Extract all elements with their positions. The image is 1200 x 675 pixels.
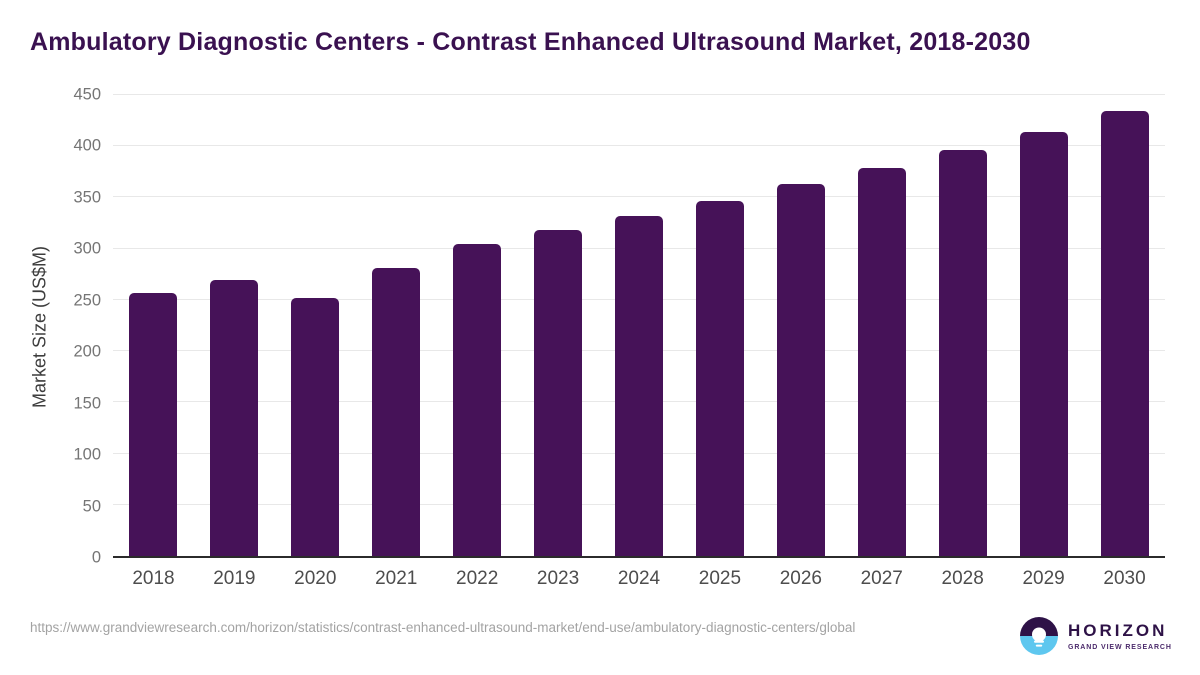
x-tick-label-2022: 2022 [456, 568, 499, 589]
horizon-logo-icon [1020, 617, 1058, 655]
x-tick-label-2027: 2027 [860, 568, 903, 589]
bar-slot-2018 [113, 95, 194, 556]
gridline-350 [113, 196, 1165, 198]
bar-slot-2024 [599, 95, 680, 556]
bar-slot-2019 [194, 95, 275, 556]
bar-slot-2023 [518, 95, 599, 556]
gridline-400 [113, 145, 1165, 147]
bar-2030 [1100, 111, 1149, 556]
bar-slot-2025 [679, 95, 760, 556]
bar-slot-2029 [1003, 95, 1084, 556]
plot-area [113, 94, 1165, 558]
y-tick-label-450: 450 [73, 85, 101, 104]
bar-slot-2027 [841, 95, 922, 556]
bar-slot-2021 [356, 95, 437, 556]
y-tick-label-400: 400 [73, 136, 101, 155]
bar-slot-2028 [922, 95, 1003, 556]
bar-slot-2026 [760, 95, 841, 556]
y-axis-ticks: 0 50 100 150 200 250 300 350 400 450 [0, 86, 101, 567]
x-tick-label-2023: 2023 [536, 568, 580, 589]
x-axis-ticks: 2018 2019 2020 2021 2022 2023 2024 2025 2026 2027… [113, 568, 1165, 590]
y-tick-label-50: 50 [82, 497, 101, 516]
y-tick-label-0: 0 [91, 548, 101, 567]
y-tick-label-350: 350 [73, 188, 101, 207]
x-tick-label-2026: 2026 [779, 568, 822, 589]
x-tick-label-2029: 2029 [1022, 568, 1065, 589]
x-tick-label-2018: 2018 [132, 568, 175, 589]
y-tick-label-150: 150 [73, 394, 101, 413]
y-tick-label-250: 250 [73, 291, 101, 310]
bar-2024 [614, 215, 663, 556]
y-tick-label-100: 100 [73, 445, 101, 464]
x-tick-label-2024: 2024 [617, 568, 661, 589]
bar-2018 [129, 292, 178, 556]
y-tick-label-300: 300 [73, 239, 101, 258]
page-title: Ambulatory Diagnostic Centers - Contrast… [30, 28, 1031, 56]
bar-2027 [857, 167, 906, 556]
bar-2026 [776, 184, 825, 556]
bar-2021 [372, 268, 421, 556]
x-tick-label-2021: 2021 [375, 568, 418, 589]
horizon-logo: HORIZON GRAND VIEW RESEARCH [1020, 617, 1172, 655]
bar-2025 [695, 200, 744, 556]
bar-2019 [210, 280, 259, 556]
bar-2020 [291, 297, 340, 556]
bar-2022 [453, 243, 502, 556]
x-tick-label-2030: 2030 [1103, 568, 1146, 589]
gridline-450 [113, 94, 1165, 95]
horizon-logo-text: HORIZON GRAND VIEW RESEARCH [1068, 621, 1172, 651]
bar-slot-2022 [437, 95, 518, 556]
brand-tagline: GRAND VIEW RESEARCH [1068, 644, 1172, 651]
x-tick-label-2019: 2019 [213, 568, 256, 589]
bar-2028 [938, 150, 987, 556]
x-tick-label-2020: 2020 [294, 568, 337, 589]
x-tick-label-2028: 2028 [941, 568, 984, 589]
bar-slot-2020 [275, 95, 356, 556]
brand-name: HORIZON [1068, 621, 1168, 640]
y-tick-label-200: 200 [73, 342, 101, 361]
bar-2023 [534, 230, 583, 556]
bar-2029 [1019, 131, 1068, 556]
bar-slot-2030 [1084, 95, 1165, 556]
source-url: https://www.grandviewresearch.com/horizo… [30, 620, 856, 635]
x-tick-label-2025: 2025 [698, 568, 742, 589]
